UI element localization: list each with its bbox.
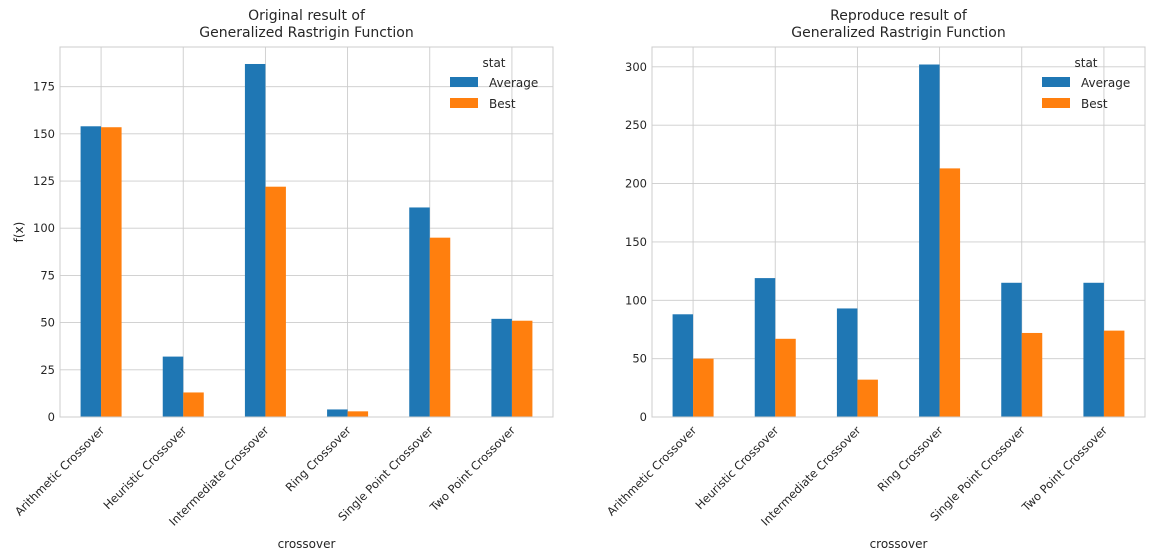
- chart-title-line: Original result of: [248, 8, 366, 24]
- chart-title-line: Reproduce result of: [830, 8, 968, 24]
- y-tick-label: 150: [33, 127, 55, 141]
- y-tick-label: 100: [33, 221, 55, 235]
- chart-title-line: Generalized Rastrigin Function: [791, 25, 1005, 41]
- bars: [672, 64, 1125, 418]
- bar-average: [919, 64, 940, 418]
- bar-average: [672, 314, 694, 417]
- bar-average: [1001, 282, 1022, 417]
- bars: [80, 63, 533, 418]
- legend-swatch-best: [450, 98, 478, 108]
- y-tick-label: 75: [40, 268, 55, 282]
- x-axis-label: crossover: [870, 537, 928, 551]
- x-tick-label: Two Point Crossover: [426, 423, 518, 515]
- chart-title: Original result of Generalized Rastrigin …: [199, 8, 413, 41]
- y-tick-label: 25: [40, 363, 55, 377]
- y-tick-label: 200: [625, 177, 647, 191]
- legend-swatch-best: [1042, 98, 1070, 108]
- bar-best: [347, 411, 369, 417]
- x-axis-label: crossover: [278, 537, 336, 551]
- bar-best: [693, 358, 714, 417]
- x-tick-label: Single Point Crossover: [927, 423, 1028, 524]
- x-tick-label: Arithmetic Crossover: [604, 423, 699, 518]
- bar-average: [491, 318, 512, 417]
- legend-label-average: Average: [1081, 76, 1130, 90]
- y-tick-label: 175: [33, 80, 55, 94]
- y-tick-label: 50: [632, 352, 647, 366]
- bar-average: [244, 63, 266, 417]
- y-tick-label: 100: [625, 293, 647, 307]
- bar-best: [1021, 332, 1043, 417]
- x-tick-label: Heuristic Crossover: [100, 423, 189, 512]
- y-tick-label: 125: [33, 174, 55, 188]
- y-tick-label: 0: [48, 410, 55, 424]
- y-tick-label: 300: [625, 60, 647, 74]
- x-tick-label: Arithmetic Crossover: [12, 423, 107, 518]
- y-tick-label: 250: [625, 118, 647, 132]
- gridlines: [652, 47, 1145, 418]
- bar-average: [162, 356, 184, 417]
- bar-best: [857, 379, 878, 417]
- bar-best: [101, 127, 122, 418]
- bar-best: [511, 320, 533, 417]
- legend: stat Average Best: [1042, 56, 1130, 111]
- axes-frame: [59, 46, 554, 418]
- bar-average: [327, 409, 348, 417]
- legend: stat Average Best: [450, 56, 538, 111]
- legend-swatch-average: [450, 77, 478, 87]
- y-tick-label: 0: [640, 410, 647, 424]
- bar-best: [1103, 330, 1125, 417]
- bar-best: [265, 186, 286, 417]
- legend-title: stat: [1074, 56, 1097, 70]
- legend-title: stat: [482, 56, 505, 70]
- chart-reproduce: 0 50 100 150 200 250 300 Arithmetic CrossoverHe…: [604, 8, 1146, 551]
- bar-best: [183, 392, 204, 417]
- bar-best: [429, 237, 451, 417]
- x-tick-label: Single Point Crossover: [335, 423, 436, 524]
- y-tick-label: 50: [40, 316, 55, 330]
- bar-average: [1083, 282, 1104, 417]
- legend-label-average: Average: [489, 76, 538, 90]
- legend-label-best: Best: [1081, 97, 1108, 111]
- bar-average: [409, 207, 430, 417]
- y-tick-label: 150: [625, 235, 647, 249]
- bar-best: [939, 168, 961, 417]
- x-tick-label: Two Point Crossover: [1018, 423, 1110, 515]
- bar-average: [80, 126, 102, 418]
- bar-average: [836, 308, 858, 417]
- x-tick-label: Ring Crossover: [283, 423, 354, 494]
- x-tick-label: Heuristic Crossover: [692, 423, 781, 512]
- bar-average: [754, 278, 776, 417]
- legend-swatch-average: [1042, 77, 1070, 87]
- axes-frame: [651, 46, 1146, 418]
- chart-title: Reproduce result of Generalized Rastrigin…: [791, 8, 1005, 41]
- bar-best: [775, 338, 796, 417]
- x-tick-label: Ring Crossover: [875, 423, 946, 494]
- chart-title-line: Generalized Rastrigin Function: [199, 25, 413, 41]
- gridlines: [60, 47, 553, 418]
- legend-label-best: Best: [489, 97, 516, 111]
- y-axis-label: f(x): [12, 222, 26, 243]
- chart-original: 0 25 50 75 100 125 150 175 Arithmetic CrossoverH…: [12, 8, 554, 551]
